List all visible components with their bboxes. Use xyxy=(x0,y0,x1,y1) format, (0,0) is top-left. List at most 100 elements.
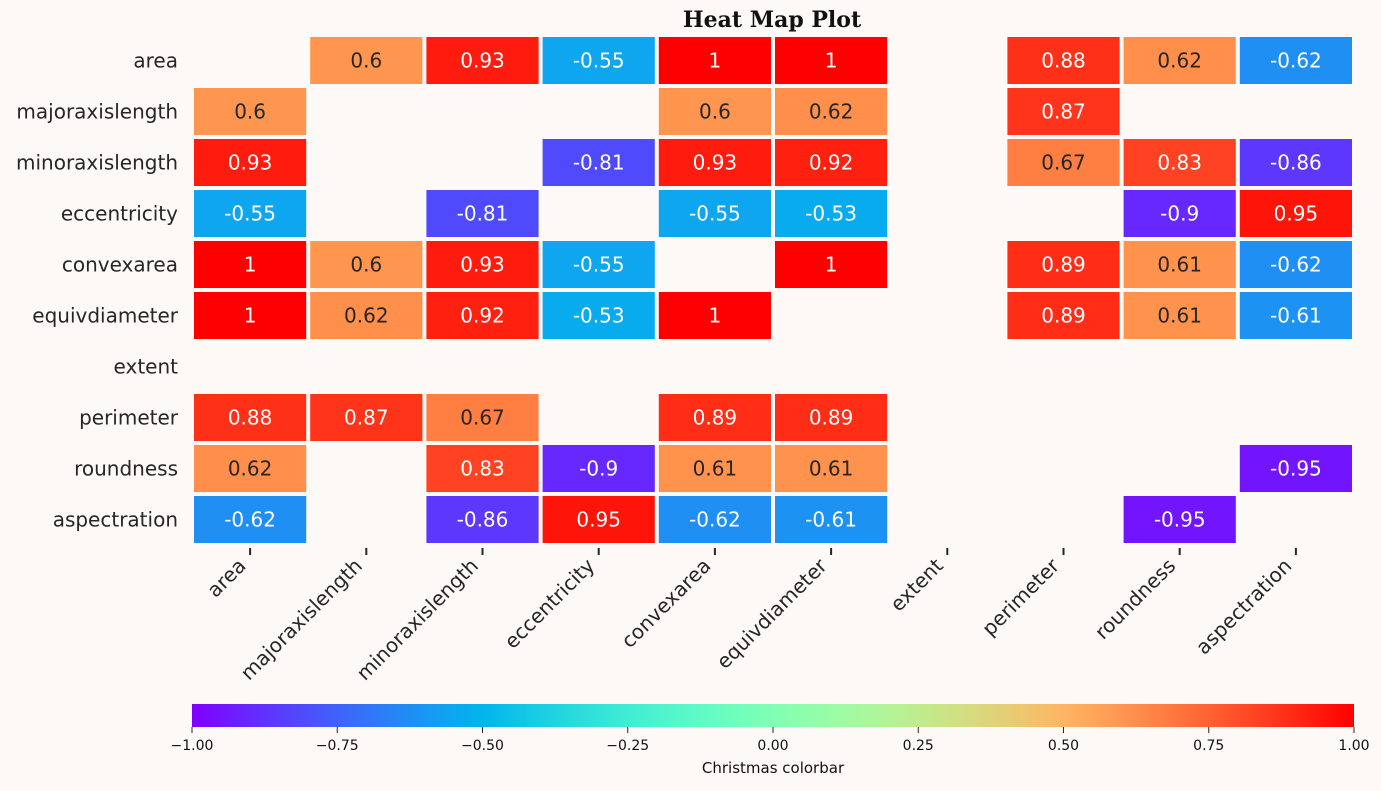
y-tick-label-aspectration: aspectration xyxy=(53,508,178,532)
cell-value-label-1-0: 0.6 xyxy=(234,100,266,124)
heatmap-cell-0-4 xyxy=(658,37,771,84)
y-tick-label-majoraxislength: majoraxislength xyxy=(16,100,178,124)
heatmap-cell-1-4 xyxy=(658,88,771,135)
x-tick-label-eccentricity: eccentricity xyxy=(499,553,599,653)
cell-value-label-9-2: -0.86 xyxy=(457,508,509,532)
heatmap-cell-9-3 xyxy=(542,496,655,543)
colorbar xyxy=(192,704,1354,727)
cell-value-label-9-0: -0.62 xyxy=(224,508,276,532)
cell-value-label-2-5: 0.92 xyxy=(809,151,854,175)
cell-value-label-2-9: -0.86 xyxy=(1270,151,1322,175)
cell-value-label-2-7: 0.67 xyxy=(1041,151,1086,175)
cell-value-label-0-5: 1 xyxy=(825,49,838,73)
heatmap-cell-0-7 xyxy=(1007,37,1120,84)
cell-value-label-0-9: -0.62 xyxy=(1270,49,1322,73)
heatmap-cell-4-1 xyxy=(310,241,423,288)
y-tick-label-minoraxislength: minoraxislength xyxy=(16,151,178,175)
heatmap-cell-4-7 xyxy=(1007,241,1120,288)
cell-value-label-1-4: 0.6 xyxy=(699,100,731,124)
heatmap-cell-1-5 xyxy=(775,88,888,135)
cell-value-label-3-5: -0.53 xyxy=(805,202,857,226)
heatmap-cell-8-3 xyxy=(542,445,655,492)
x-tick-label-aspectration: aspectration xyxy=(1191,554,1297,660)
cell-value-label-4-3: -0.55 xyxy=(573,253,625,277)
heatmap-cell-4-3 xyxy=(542,241,655,288)
cell-value-label-8-9: -0.95 xyxy=(1270,457,1322,481)
heatmap-cell-8-5 xyxy=(775,445,888,492)
cell-value-label-5-3: -0.53 xyxy=(573,304,625,328)
cell-value-label-7-5: 0.89 xyxy=(809,406,854,430)
heatmap-cell-3-8 xyxy=(1123,190,1236,237)
heatmap-cell-9-4 xyxy=(658,496,771,543)
heatmap-cell-0-5 xyxy=(775,37,888,84)
x-tick-label-convexarea: convexarea xyxy=(616,554,715,653)
cell-value-label-2-3: -0.81 xyxy=(573,151,625,175)
cell-value-label-7-2: 0.67 xyxy=(460,406,505,430)
heatmap-cell-4-2 xyxy=(426,241,539,288)
x-tick-label-extent: extent xyxy=(885,553,948,616)
heatmap-cell-5-1 xyxy=(310,292,423,339)
cell-value-label-8-2: 0.83 xyxy=(460,457,505,481)
y-tick-label-area: area xyxy=(133,49,178,73)
cell-value-label-0-7: 0.88 xyxy=(1041,49,1086,73)
cell-value-label-8-4: 0.61 xyxy=(693,457,738,481)
colorbar-tick-label-1: −0.75 xyxy=(316,738,359,754)
cell-value-label-7-4: 0.89 xyxy=(693,406,738,430)
cell-value-label-8-3: -0.9 xyxy=(579,457,618,481)
colorbar-tick-label-6: 0.50 xyxy=(1048,738,1079,754)
colorbar-tick-label-0: −1.00 xyxy=(171,738,214,754)
cell-value-label-5-7: 0.89 xyxy=(1041,304,1086,328)
heatmap-cell-5-2 xyxy=(426,292,539,339)
y-tick-label-equivdiameter: equivdiameter xyxy=(32,304,179,328)
x-tick-label-area: area xyxy=(202,554,251,603)
cell-value-label-5-4: 1 xyxy=(709,304,722,328)
heatmap-cell-3-0 xyxy=(194,190,307,237)
heatmap-cell-3-2 xyxy=(426,190,539,237)
heatmap-cell-2-3 xyxy=(542,139,655,186)
cell-value-label-9-8: -0.95 xyxy=(1154,508,1206,532)
cell-value-label-4-5: 1 xyxy=(825,253,838,277)
cell-value-label-4-7: 0.89 xyxy=(1041,253,1086,277)
cell-value-label-2-0: 0.93 xyxy=(228,151,273,175)
cell-value-label-9-4: -0.62 xyxy=(689,508,741,532)
heatmap-cell-9-0 xyxy=(194,496,307,543)
heatmap-cell-5-0 xyxy=(194,292,307,339)
heatmap-cell-5-9 xyxy=(1239,292,1352,339)
heatmap-cell-3-5 xyxy=(775,190,888,237)
cell-value-label-7-1: 0.87 xyxy=(344,406,389,430)
heatmap-cell-0-2 xyxy=(426,37,539,84)
cell-value-label-4-9: -0.62 xyxy=(1270,253,1322,277)
heatmap-cell-5-3 xyxy=(542,292,655,339)
cell-value-label-3-8: -0.9 xyxy=(1160,202,1199,226)
heatmap-cell-4-0 xyxy=(194,241,307,288)
heatmap-cell-2-4 xyxy=(658,139,771,186)
heatmap-cell-0-1 xyxy=(310,37,423,84)
heatmap-cell-0-3 xyxy=(542,37,655,84)
cell-value-label-2-4: 0.93 xyxy=(693,151,738,175)
colorbar-tick-label-7: 0.75 xyxy=(1193,738,1224,754)
cell-value-label-2-8: 0.83 xyxy=(1157,151,1202,175)
x-tick-label-perimeter: perimeter xyxy=(977,553,1064,640)
heatmap-cell-7-1 xyxy=(310,394,423,441)
cell-value-label-4-1: 0.6 xyxy=(350,253,382,277)
cell-value-label-9-3: 0.95 xyxy=(576,508,621,532)
cell-value-label-5-9: -0.61 xyxy=(1270,304,1322,328)
heatmap-cell-8-9 xyxy=(1239,445,1352,492)
cell-value-label-4-8: 0.61 xyxy=(1157,253,1202,277)
colorbar-tick-label-8: 1.00 xyxy=(1338,738,1369,754)
heatmap-cell-3-9 xyxy=(1239,190,1352,237)
cell-value-label-3-9: 0.95 xyxy=(1274,202,1319,226)
cell-value-label-0-3: -0.55 xyxy=(573,49,625,73)
heatmap-cell-7-0 xyxy=(194,394,307,441)
heatmap-cell-1-0 xyxy=(194,88,307,135)
colorbar-tick-label-2: −0.50 xyxy=(461,738,504,754)
heatmap-cell-8-2 xyxy=(426,445,539,492)
y-tick-label-convexarea: convexarea xyxy=(62,253,178,277)
cell-value-label-1-5: 0.62 xyxy=(809,100,854,124)
cell-value-label-4-2: 0.93 xyxy=(460,253,505,277)
y-tick-label-perimeter: perimeter xyxy=(79,406,179,430)
cell-value-label-0-1: 0.6 xyxy=(350,49,382,73)
cell-value-label-8-5: 0.61 xyxy=(809,457,854,481)
